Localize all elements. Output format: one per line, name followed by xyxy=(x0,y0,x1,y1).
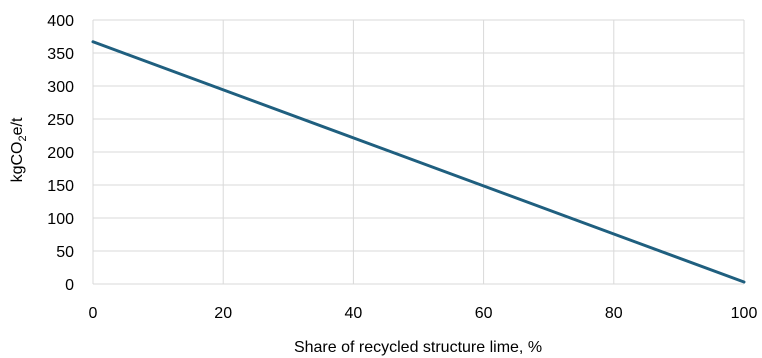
y-tick-label: 50 xyxy=(56,244,74,261)
x-axis-title: Share of recycled structure lime, % xyxy=(294,339,542,356)
series-line xyxy=(91,40,746,284)
series-layer xyxy=(91,40,746,284)
gridlines xyxy=(92,19,745,285)
x-tick-label: 0 xyxy=(89,305,98,322)
y-tick-label: 0 xyxy=(65,277,74,294)
y-tick-label: 350 xyxy=(47,46,74,63)
y-tick-label: 200 xyxy=(47,145,74,162)
y-axis-title-sub: 2 xyxy=(17,135,29,141)
y-axis-title-post: e/t xyxy=(9,117,26,135)
y-tick-label: 100 xyxy=(47,211,74,228)
y-tick-label: 300 xyxy=(47,79,74,96)
y-axis-title-pre: kgCO xyxy=(9,142,26,183)
y-tick-labels: 0 50 100 150 200 250 300 350 400 xyxy=(47,13,74,294)
x-tick-label: 40 xyxy=(345,305,363,322)
x-tick-label: 80 xyxy=(605,305,623,322)
x-tick-labels: 0 20 40 60 80 100 xyxy=(89,305,758,322)
y-tick-label: 400 xyxy=(47,13,74,30)
y-tick-label: 150 xyxy=(47,178,74,195)
x-tick-label: 100 xyxy=(731,305,758,322)
x-tick-label: 60 xyxy=(475,305,493,322)
y-axis-title: kgCO2e/t xyxy=(9,117,29,182)
y-tick-label: 250 xyxy=(47,112,74,129)
x-tick-label: 20 xyxy=(214,305,232,322)
